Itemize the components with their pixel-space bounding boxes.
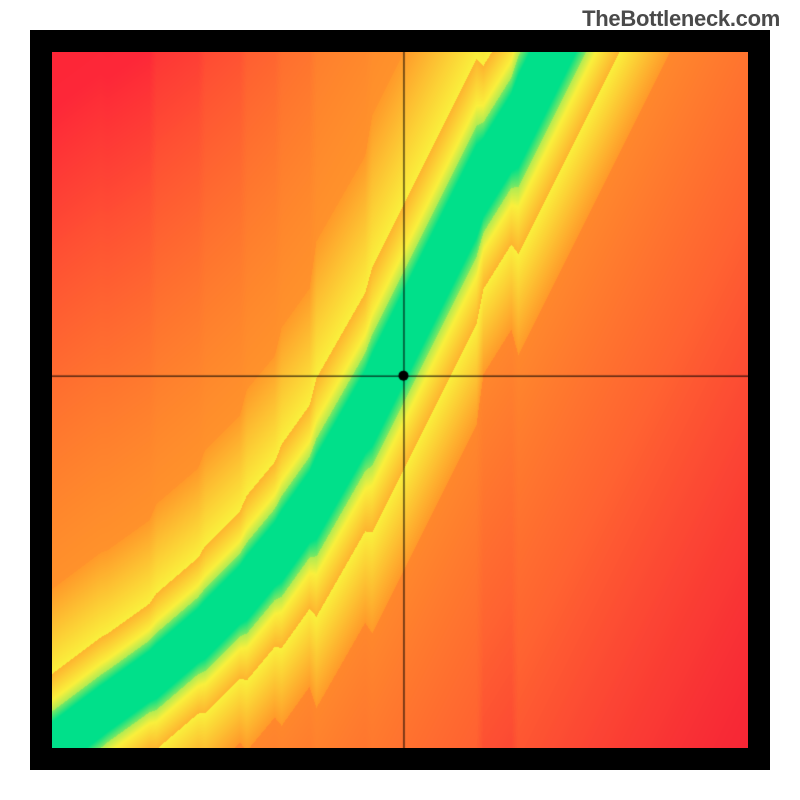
chart-container: TheBottleneck.com [0,0,800,800]
plot-outer-border [30,30,770,770]
watermark-text: TheBottleneck.com [582,6,780,32]
plot-inner [52,52,748,748]
heatmap-canvas [52,52,748,748]
